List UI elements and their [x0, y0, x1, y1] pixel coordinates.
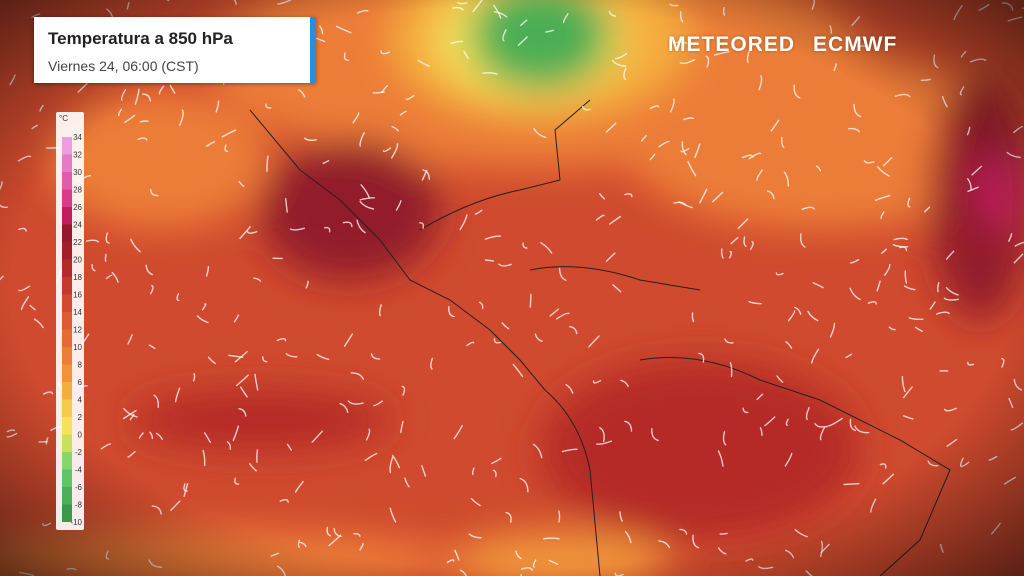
legend-swatch	[62, 189, 72, 207]
legend-swatch	[62, 137, 72, 155]
legend-tick-label: 14	[73, 308, 82, 317]
legend-tick-label: 18	[73, 273, 82, 282]
legend-tick-label: 26	[73, 203, 82, 212]
legend-tick-label: -2	[75, 448, 83, 457]
legend-swatch	[62, 277, 72, 295]
legend-tick-label: 10	[73, 343, 82, 352]
legend-swatch	[62, 417, 72, 435]
legend-tick-label: 2	[78, 413, 83, 422]
legend-tick-label: 28	[73, 186, 82, 195]
legend-unit: °C	[59, 114, 68, 123]
legend-swatch	[62, 242, 72, 260]
legend-tick-label: -10	[70, 518, 82, 527]
title-box: Temperatura a 850 hPa Viernes 24, 06:00 …	[34, 17, 316, 83]
model-logo: ECMWF	[813, 33, 898, 56]
legend-swatch	[62, 364, 72, 382]
legend-tick-label: 8	[78, 361, 83, 370]
map-title: Temperatura a 850 hPa	[48, 29, 233, 48]
legend-swatch	[62, 487, 72, 505]
legend-swatch	[62, 347, 72, 365]
legend-tick-label: -8	[75, 501, 83, 510]
legend-swatch	[62, 452, 72, 470]
legend-swatch	[62, 154, 72, 172]
legend-tick-label: 0	[78, 431, 83, 440]
map-subtitle: Viernes 24, 06:00 (CST)	[48, 58, 199, 74]
legend-swatch	[62, 294, 72, 312]
legend-swatch	[62, 172, 72, 190]
legend-swatch	[62, 434, 72, 452]
legend-tick-label: 30	[73, 168, 82, 177]
legend-swatch	[62, 312, 72, 330]
legend-swatch	[62, 382, 72, 400]
legend-tick-label: 16	[73, 291, 82, 300]
legend-swatch	[62, 329, 72, 347]
legend-tick-label: 24	[73, 221, 82, 230]
legend: °C 3432302826242220181614121086420-2-4-6…	[56, 112, 84, 530]
legend-tick-label: 4	[78, 396, 83, 405]
legend-tick-label: -6	[75, 483, 83, 492]
legend-tick-label: 32	[73, 151, 82, 160]
legend-swatch	[62, 469, 72, 487]
legend-swatch	[62, 399, 72, 417]
legend-swatch	[62, 259, 72, 277]
legend-swatch	[62, 207, 72, 225]
legend-swatch	[62, 224, 72, 242]
legend-tick-label: -4	[75, 466, 83, 475]
legend-tick-label: 12	[73, 326, 82, 335]
legend-tick-label: 20	[73, 256, 82, 265]
legend-tick-label: 6	[78, 378, 83, 387]
logos: METEORED ECMWF	[668, 33, 915, 57]
brand-logo: METEORED	[668, 33, 796, 56]
legend-tick-label: 34	[73, 133, 82, 142]
legend-tick-label: 22	[73, 238, 82, 247]
legend-swatch	[62, 504, 72, 522]
